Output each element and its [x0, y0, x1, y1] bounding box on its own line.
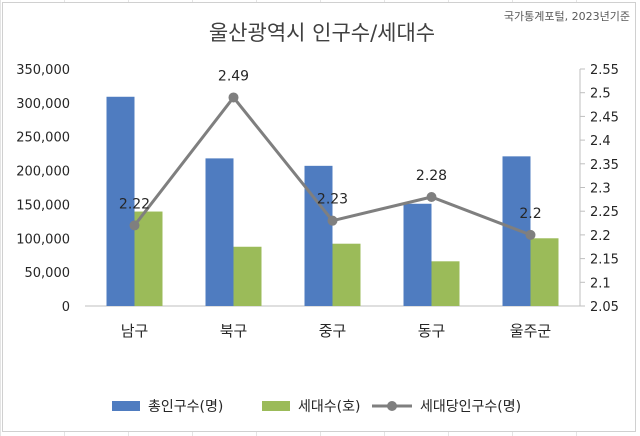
population-bar [304, 165, 333, 306]
legend-population-swatch [112, 401, 140, 411]
legend-ratio-swatch-marker [387, 401, 397, 411]
left-axis-tick-label: 350,000 [16, 63, 70, 78]
category-label: 동구 [418, 322, 446, 340]
legend-ratio-label: 세대당인구수(명) [420, 399, 521, 415]
household-bar [332, 243, 361, 306]
population-bar [106, 96, 135, 307]
ratio-point [228, 92, 239, 103]
ratio-point [525, 229, 536, 240]
ratio-data-label: 2.2 [519, 206, 541, 222]
right-axis-tick-label: 2.3 [590, 182, 611, 197]
ratio-point [129, 220, 140, 231]
right-axis-tick-label: 2.05 [590, 300, 619, 315]
population-bar [502, 156, 531, 306]
left-axis-tick-label: 200,000 [16, 165, 70, 180]
ratio-data-label: 2.28 [416, 168, 447, 184]
population-bar [205, 158, 234, 306]
ratio-point [327, 215, 338, 226]
right-axis-tick-label: 2.15 [590, 253, 619, 268]
category-label: 북구 [220, 322, 248, 340]
ratio-data-label: 2.22 [119, 196, 150, 212]
left-axis-tick-label: 100,000 [16, 232, 70, 247]
category-label: 남구 [121, 322, 149, 340]
category-label: 울주군 [510, 322, 552, 340]
ratio-point [426, 191, 437, 202]
right-axis-tick-label: 2.55 [590, 63, 619, 78]
right-axis-tick-label: 2.4 [590, 134, 611, 149]
left-axis-tick-label: 50,000 [25, 266, 71, 281]
ratio-data-label: 2.49 [218, 68, 249, 84]
bars-group [106, 96, 559, 307]
right-axis-tick-label: 2.35 [590, 158, 619, 173]
right-axis-tick-label: 2.1 [590, 276, 611, 291]
legend-population-label: 총인구수(명) [148, 399, 223, 415]
household-bar [431, 261, 460, 306]
left-axis-tick-label: 150,000 [16, 198, 70, 213]
left-axis-tick-label: 250,000 [16, 131, 70, 146]
source-note: 국가통계포털, 2023년기준 [504, 10, 630, 23]
chart-title: 울산광역시 인구수/세대수 [209, 21, 435, 45]
ratio-data-label: 2.23 [317, 192, 348, 208]
legend: 총인구수(명) 세대수(호) 세대당인구수(명) [112, 399, 521, 415]
right-axis-tick-label: 2.2 [590, 229, 611, 244]
right-axis-tick-label: 2.25 [590, 205, 619, 220]
left-axis-tick-label: 0 [62, 300, 70, 315]
household-bar [530, 238, 559, 306]
left-axis-tick-label: 300,000 [16, 97, 70, 112]
population-bar [403, 203, 432, 306]
axes-group: 0 50,000 100,000 150,000 200,000 250,000 300,0… [16, 63, 619, 340]
household-bar [134, 211, 163, 306]
legend-households-swatch [262, 401, 290, 411]
right-axis-tick-label: 2.5 [590, 87, 611, 102]
household-bar [233, 246, 262, 306]
right-axis-tick-label: 2.45 [590, 110, 619, 125]
legend-households-label: 세대수(호) [298, 399, 360, 415]
ratio-line-group: 2.22 2.49 2.23 2.28 2.2 [119, 68, 542, 240]
category-label: 중구 [319, 322, 347, 340]
